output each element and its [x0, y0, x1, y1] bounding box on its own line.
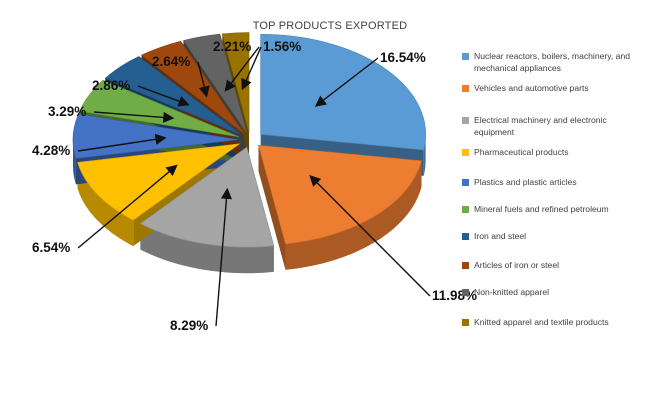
legend-swatch — [462, 206, 469, 213]
legend-swatch — [462, 233, 469, 240]
slice-rim — [285, 160, 422, 270]
legend-swatch — [462, 53, 469, 60]
legend-swatch — [462, 149, 469, 156]
data-label-7: 2.86% — [92, 78, 130, 93]
data-label-10: 1.56% — [263, 39, 301, 54]
legend-item: Pharmaceutical products — [462, 146, 648, 158]
legend-label: Electrical machinery and electronic equi… — [474, 115, 607, 137]
leader-line-4 — [77, 164, 178, 249]
legend-item: Vehicles and automotive parts — [462, 82, 648, 94]
legend-swatch — [462, 179, 469, 186]
data-label-6: 3.29% — [48, 104, 86, 119]
legend-swatch — [462, 85, 469, 92]
leader-line-7 — [137, 85, 190, 107]
chart-title: TOP PRODUCTS EXPORTED — [252, 20, 408, 32]
slice-side-end — [258, 145, 286, 270]
legend-item: Non-knitted apparel — [462, 286, 648, 298]
pie-slice-3 — [139, 146, 275, 248]
legend-label: Mineral fuels and refined petroleum — [474, 204, 609, 214]
legend-item: Mineral fuels and refined petroleum — [462, 203, 648, 215]
legend-label: Plastics and plastic articles — [474, 177, 577, 187]
pie-slice-7 — [104, 56, 242, 136]
data-label-5: 4.28% — [32, 143, 70, 158]
pie-slice-1 — [260, 34, 426, 151]
data-label-8: 2.64% — [152, 54, 190, 69]
pie-slice-2 — [258, 144, 422, 245]
legend-label: Pharmaceutical products — [474, 147, 569, 157]
legend-item: Articles of iron or steel — [462, 259, 648, 271]
data-label-4: 6.54% — [32, 240, 70, 255]
leader-line-3 — [215, 187, 233, 327]
legend-item: Electrical machinery and electronic equi… — [462, 114, 648, 138]
legend-swatch — [462, 319, 469, 326]
pie-slice-8 — [140, 40, 245, 134]
pie-slice-9 — [182, 33, 247, 134]
legend-label: Non-knitted apparel — [474, 287, 550, 297]
leader-line-5 — [77, 133, 167, 152]
legend-item: Iron and steel — [462, 230, 648, 242]
legend-item: Nuclear reactors, boilers, machinery, an… — [462, 50, 648, 74]
leader-line-10 — [241, 46, 262, 91]
data-label-1: 16.54% — [380, 50, 426, 65]
legend-label: Iron and steel — [474, 231, 527, 241]
leader-line-9 — [224, 46, 260, 92]
leader-line-1 — [314, 57, 379, 107]
legend-label: Vehicles and automotive parts — [474, 83, 589, 93]
pie-slice-4 — [77, 143, 241, 221]
pie-slice-6 — [79, 79, 240, 138]
legend-item: Knitted apparel and textile products — [462, 316, 648, 328]
slice-rim — [423, 134, 426, 176]
legend-label: Articles of iron or steel — [474, 260, 560, 270]
legend-label: Knitted apparel and textile products — [474, 317, 609, 327]
leader-line-2 — [309, 174, 431, 297]
legend-label: Nuclear reactors, boilers, machinery, an… — [474, 51, 631, 73]
data-label-9: 2.21% — [213, 39, 251, 54]
legend-item: Plastics and plastic articles — [462, 176, 648, 188]
data-label-3: 8.29% — [170, 318, 208, 333]
legend-swatch — [462, 262, 469, 269]
leader-line-6 — [93, 111, 175, 124]
legend-swatch — [462, 289, 469, 296]
slice-rim — [77, 162, 134, 247]
legend-swatch — [462, 117, 469, 124]
slice-rim — [140, 223, 274, 274]
leader-line-8 — [197, 61, 210, 98]
pie-slices — [72, 32, 426, 248]
